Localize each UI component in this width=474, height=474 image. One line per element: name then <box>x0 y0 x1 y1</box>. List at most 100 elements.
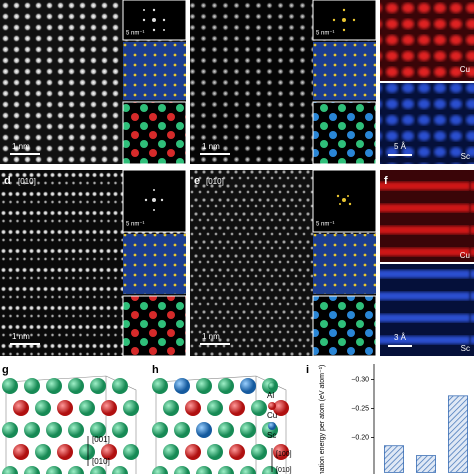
atom <box>163 400 179 416</box>
atom <box>123 444 139 460</box>
atom <box>163 444 179 460</box>
bar-chart: Formation energy per atom (eV atom⁻¹) −0.… <box>319 364 468 474</box>
element-label: Sc <box>461 344 470 353</box>
fft-scale: 5 nm⁻¹ <box>126 222 145 228</box>
atom <box>57 400 73 416</box>
fft-spots <box>336 194 352 206</box>
atom <box>229 400 245 416</box>
zone-axis: [010] <box>18 177 36 186</box>
legend-swatch <box>268 402 276 410</box>
simulation-inset <box>313 234 376 294</box>
atom <box>46 422 62 438</box>
atom <box>207 444 223 460</box>
model-inset <box>122 101 187 165</box>
atom <box>185 444 201 460</box>
panel-label: d <box>4 175 11 187</box>
atom <box>152 466 168 474</box>
axis-label: [010] <box>276 467 292 474</box>
atom <box>2 378 18 394</box>
crystal-model <box>2 375 139 474</box>
scale-label: 1 nm <box>12 142 30 151</box>
atom <box>24 378 40 394</box>
atom <box>229 444 245 460</box>
atom <box>240 466 256 474</box>
atom <box>262 466 278 474</box>
fft-spots <box>144 189 164 211</box>
scale-label: 1 nm <box>202 142 220 151</box>
element-label: Sc <box>461 152 470 161</box>
y-axis-label: Formation energy per atom (eV atom⁻¹) <box>319 365 326 474</box>
atom <box>152 378 168 394</box>
crystal-model <box>152 375 289 474</box>
atom <box>196 378 212 394</box>
cu-map <box>380 0 474 81</box>
legend-label: Cu <box>267 411 277 420</box>
fft-spots <box>142 8 166 32</box>
atom <box>196 422 212 438</box>
bar <box>383 445 404 473</box>
legend-label: Al <box>267 391 274 400</box>
atom <box>35 444 51 460</box>
panel-label: i <box>306 364 309 376</box>
atom <box>90 422 106 438</box>
cu-map <box>380 170 474 262</box>
atom <box>123 400 139 416</box>
atom <box>101 400 117 416</box>
atom <box>112 466 128 474</box>
simulation-inset <box>123 42 186 100</box>
atom <box>218 466 234 474</box>
sc-map <box>380 83 474 164</box>
atom <box>196 466 212 474</box>
panel-label: e <box>194 175 200 187</box>
atom <box>251 444 267 460</box>
axis-label: [010] <box>92 457 110 466</box>
atom <box>90 466 106 474</box>
atom <box>185 400 201 416</box>
legend-swatch <box>268 382 276 390</box>
fft-scale: 5 nm⁻¹ <box>316 222 335 228</box>
atom <box>240 378 256 394</box>
atom <box>273 444 289 460</box>
y-tick-label: −0.25 <box>351 405 369 412</box>
sc-map <box>380 264 474 356</box>
atom <box>101 444 117 460</box>
model-inset <box>312 295 377 357</box>
atom <box>79 444 95 460</box>
atom <box>273 400 289 416</box>
atom <box>174 378 190 394</box>
zone-axis: [010] <box>206 177 224 186</box>
atom <box>90 378 106 394</box>
atom <box>2 422 18 438</box>
fft-scale: 5 nm⁻¹ <box>316 31 335 37</box>
legend-swatch <box>268 422 276 430</box>
simulation-inset <box>313 42 376 100</box>
atom <box>174 422 190 438</box>
fft-scale: 5 nm⁻¹ <box>126 31 145 37</box>
atom <box>174 466 190 474</box>
legend-label: Sc <box>267 431 276 440</box>
atom <box>13 444 29 460</box>
bar <box>447 395 468 473</box>
atom <box>13 400 29 416</box>
atom <box>24 466 40 474</box>
atom <box>68 422 84 438</box>
model-inset <box>312 101 377 165</box>
y-tick-label: −0.20 <box>351 434 369 441</box>
scale-label: 1 nm <box>12 332 30 341</box>
atom <box>112 422 128 438</box>
scale-label: 5 Å <box>394 142 407 151</box>
panel-label: f <box>384 175 388 187</box>
atom <box>24 422 40 438</box>
scale-label: 1 nm <box>202 332 220 341</box>
element-label: Cu <box>460 65 470 74</box>
atom <box>207 400 223 416</box>
simulation-inset <box>123 234 186 294</box>
atom <box>240 422 256 438</box>
bar <box>415 455 436 473</box>
atom <box>218 422 234 438</box>
atom <box>112 378 128 394</box>
atom <box>218 378 234 394</box>
panel-label: h <box>152 364 159 376</box>
